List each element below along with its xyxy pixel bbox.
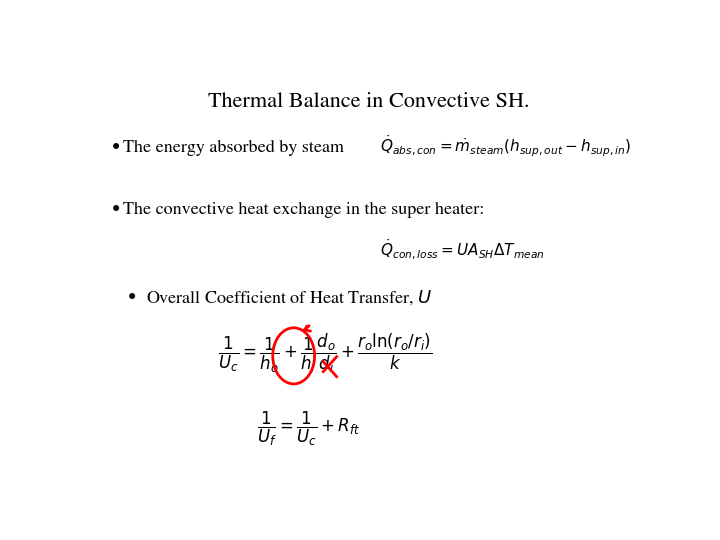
Text: Overall Coefficient of Heat Transfer, $U$: Overall Coefficient of Heat Transfer, $U… xyxy=(145,288,433,307)
Text: •: • xyxy=(109,138,122,158)
Text: The convective heat exchange in the super heater:: The convective heat exchange in the supe… xyxy=(124,202,485,218)
Text: $\dfrac{1}{U_c} = \dfrac{1}{h_o} + \dfrac{1}{h_i}\dfrac{d_o}{d_i} + \dfrac{r_o \: $\dfrac{1}{U_c} = \dfrac{1}{h_o} + \dfra… xyxy=(218,332,433,375)
Text: •: • xyxy=(126,288,138,308)
Text: $\dot{Q}_{abs,con} = \dot{m}_{steam}(h_{sup,out} - h_{sup,in})$: $\dot{Q}_{abs,con} = \dot{m}_{steam}(h_{… xyxy=(380,133,631,159)
Text: Thermal Balance in Convective SH.: Thermal Balance in Convective SH. xyxy=(208,92,530,112)
Text: $\dot{Q}_{con,loss} = UA_{SH}\Delta T_{mean}$: $\dot{Q}_{con,loss} = UA_{SH}\Delta T_{m… xyxy=(380,238,545,262)
Text: The energy absorbed by steam: The energy absorbed by steam xyxy=(124,140,344,156)
Text: •: • xyxy=(109,200,122,220)
Text: $\dfrac{1}{U_f} = \dfrac{1}{U_c} + R_{ft}$: $\dfrac{1}{U_f} = \dfrac{1}{U_c} + R_{ft… xyxy=(258,409,361,448)
